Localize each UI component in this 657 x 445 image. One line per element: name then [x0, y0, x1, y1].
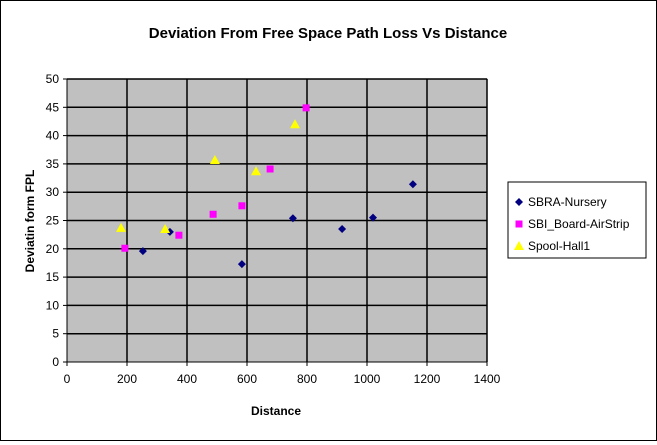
y-tick-label: 15: [46, 270, 60, 284]
y-tick-label: 30: [46, 185, 60, 199]
data-point-spool-hall1: [116, 222, 126, 232]
x-axis-label: Distance: [251, 404, 301, 418]
data-point-sbra-nursery: [338, 224, 347, 233]
y-tick-label: 0: [52, 355, 59, 369]
data-point-spool-hall1: [209, 154, 220, 164]
y-tick-label: 40: [46, 129, 60, 143]
data-point-sbi-board-airstrip: [266, 165, 274, 173]
legend: SBRA-Nursery SBI_Board-AirStrip Spool-Hall…: [507, 181, 647, 259]
data-point-sbi-board-airstrip: [302, 104, 310, 112]
data-point-sbra-nursery: [408, 180, 417, 189]
x-tick-label: 800: [297, 372, 317, 386]
legend-marker-0: [515, 198, 523, 206]
y-tick-label: 50: [46, 72, 60, 86]
data-point-sbi-board-airstrip: [238, 202, 246, 210]
legend-label: Spool-Hall1: [528, 239, 590, 253]
data-points: [116, 104, 417, 269]
data-point-spool-hall1: [160, 223, 171, 233]
data-point-sbra-nursery: [138, 247, 147, 256]
x-tick-label: 1200: [414, 372, 441, 386]
data-point-sbra-nursery: [369, 213, 377, 222]
data-point-sbi-board-airstrip: [209, 210, 217, 218]
y-tick-label: 35: [46, 157, 60, 171]
chart-title: Deviation From Free Space Path Loss Vs D…: [149, 25, 507, 42]
gridlines: [67, 78, 488, 362]
legend-marker-2: [514, 241, 524, 250]
data-point-sbra-nursery: [237, 260, 246, 269]
y-tick-label: 20: [46, 242, 60, 256]
legend-label: SBI_Board-AirStrip: [528, 217, 630, 231]
data-point-spool-hall1: [290, 119, 300, 129]
x-tick-label: 0: [64, 372, 71, 386]
legend-label: SBRA-Nursery: [528, 195, 607, 209]
x-tick-label: 600: [237, 372, 257, 386]
data-point-sbra-nursery: [288, 214, 297, 223]
data-point-spool-hall1: [251, 166, 261, 176]
x-tick-label: 400: [177, 372, 197, 386]
axis-ticks: 0 5 10 15 20 25 30 35 40 45 50 0 200 400 600 800 1000 120…: [46, 72, 501, 386]
y-tick-label: 25: [46, 214, 60, 228]
x-tick-label: 200: [117, 372, 137, 386]
legend-marker-1: [515, 220, 523, 228]
y-tick-label: 45: [46, 100, 60, 114]
x-tick-label: 1400: [474, 372, 501, 386]
y-axis-label: Deviatin form FPL: [23, 170, 37, 273]
data-point-sbi-board-airstrip: [175, 231, 183, 239]
y-tick-label: 5: [52, 327, 59, 341]
y-tick-label: 10: [46, 298, 60, 312]
x-tick-label: 1000: [354, 372, 381, 386]
data-point-sbi-board-airstrip: [121, 244, 129, 252]
